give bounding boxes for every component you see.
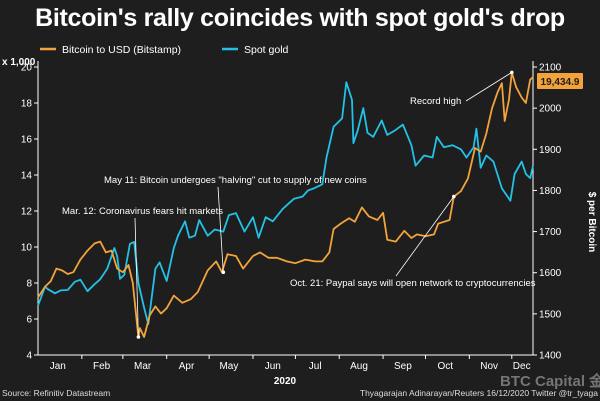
series-lines (37, 71, 534, 338)
y-right-axis-label: $ per Bitcoin (586, 192, 597, 253)
x-tick-label: Mar (134, 361, 152, 372)
watermark: BTC Capital 金色财经 (500, 372, 600, 390)
annotation-dot-paypal (452, 194, 456, 199)
y-left-tick-label: 8 (26, 279, 32, 290)
x-tick-label: Jan (50, 361, 66, 372)
y-left-tick-label: 18 (21, 99, 33, 110)
credit-note: Thyagarajan Adinarayan/Reuters 16/12/202… (360, 388, 598, 398)
legend-label-bitcoin: Bitcoin to USD (Bitstamp) (62, 44, 181, 56)
annotation-dot-record (509, 70, 514, 75)
annotation-dot-halving (221, 270, 226, 275)
y-right-tick-label: 1600 (539, 268, 562, 279)
y-right-tick-label: 2000 (539, 104, 562, 115)
annotation-dot-march (136, 335, 141, 339)
x-tick-label: Jun (265, 361, 281, 372)
x-tick-label: Apr (179, 361, 195, 372)
axes: 4 6 8 10 12 14 16 18 20 1400 1500 1600 1700 1800 1900 2… (21, 61, 562, 372)
annotation-paypal: Oct. 21: Paypal says will open network t… (290, 278, 536, 289)
x-tick-label: Oct (438, 361, 454, 372)
annotation-leader-march (134, 217, 139, 338)
series-line-gold (37, 81, 534, 326)
y-right-tick-label: 1500 (539, 309, 562, 320)
y-right-tick-label: 1800 (539, 186, 562, 197)
last-value-text: 19,434.9 (541, 77, 580, 88)
y-left-tick-label: 14 (21, 171, 33, 182)
y-right-tick-label: 1700 (539, 227, 562, 238)
x-axis-year-label: 2020 (274, 376, 297, 387)
chart-title: Bitcoin's rally coincides with spot gold… (35, 4, 565, 32)
last-value-badge: 19,434.9 (537, 73, 583, 89)
annotation-halving: May 11: Bitcoin undergoes "halving" cut … (104, 175, 367, 186)
source-note: Source: Refinitiv Datastream (2, 388, 110, 398)
annotation-leader-record (465, 72, 512, 102)
x-tick-label: Dec (513, 361, 531, 372)
y-left-tick-label: 4 (26, 351, 32, 362)
legend: Bitcoin to USD (Bitstamp) Spot gold (40, 44, 289, 56)
x-tick-label: Sep (394, 361, 412, 372)
x-tick-label: Jul (309, 361, 322, 372)
x-tick-label: Feb (93, 361, 111, 372)
y-left-tick-label: 6 (26, 315, 32, 326)
annotation-march: Mar. 12: Coronavirus fears hit markets (62, 206, 223, 217)
y-right-tick-label: 1900 (539, 145, 562, 156)
y-right-tick-label: 1400 (539, 351, 562, 362)
x-tick-label: May (219, 361, 238, 372)
y-left-tick-label: 20 (21, 63, 33, 74)
annotation-leader-paypal (395, 196, 455, 277)
y-right-tick-label: 2100 (539, 63, 562, 74)
last-value-box (537, 73, 583, 89)
y-left-tick-label: 16 (21, 135, 33, 146)
annotation-leader-halving (217, 186, 224, 273)
y-left-unit-label: x 1,000 (2, 57, 36, 68)
series-line-bitcoin (37, 71, 534, 338)
x-tick-label: Aug (350, 361, 368, 372)
annotation-record: Record high (410, 96, 461, 107)
x-tick-label: Nov (480, 361, 498, 372)
y-left-tick-label: 12 (21, 207, 33, 218)
y-left-tick-label: 10 (21, 243, 33, 254)
annotations: Record high Mar. 12: Coronavirus fears hi… (62, 70, 536, 339)
legend-label-gold: Spot gold (244, 44, 289, 56)
